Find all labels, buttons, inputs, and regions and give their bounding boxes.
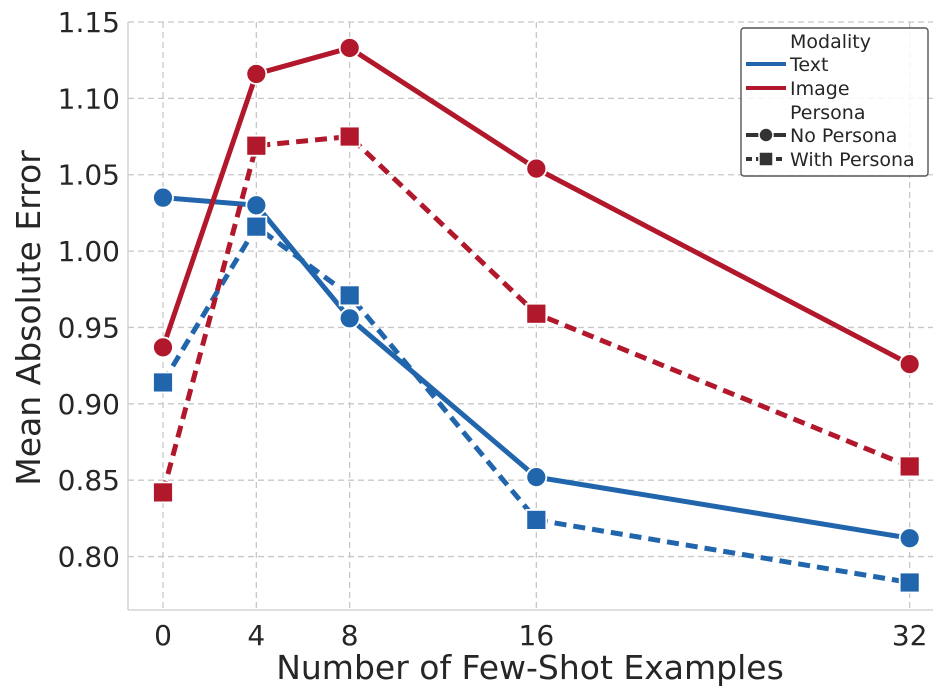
data-point-circle xyxy=(338,307,361,330)
legend-no-persona-marker xyxy=(758,127,774,143)
legend-title-persona: Persona xyxy=(790,102,866,124)
data-point-square xyxy=(338,125,361,148)
y-tick-label: 0.90 xyxy=(58,388,120,421)
legend-label-no-persona: No Persona xyxy=(790,125,897,147)
data-point-circle xyxy=(525,466,548,489)
data-point-square xyxy=(898,571,921,594)
tick-labels: 0.80 0.85 0.90 0.95 1.00 1.05 1.10 1.15 0 4 8 16 32 xyxy=(58,6,928,652)
data-point-circle xyxy=(525,157,548,180)
x-tick-label: 4 xyxy=(247,619,265,652)
data-point-circle xyxy=(898,527,921,550)
data-point-circle xyxy=(898,353,921,376)
y-tick-label: 1.05 xyxy=(58,159,120,192)
legend-label-with-persona: With Persona xyxy=(790,149,915,171)
data-point-square xyxy=(245,134,268,157)
axes xyxy=(127,22,933,611)
x-tick-label: 32 xyxy=(892,619,928,652)
legend-label-image: Image xyxy=(790,78,850,100)
data-point-square xyxy=(152,481,174,504)
y-tick-label: 1.10 xyxy=(58,82,120,115)
data-point-circle xyxy=(338,37,361,59)
x-axis-title: Number of Few-Shot Examples xyxy=(276,648,784,687)
y-tick-label: 0.95 xyxy=(58,311,120,344)
y-tick-label: 0.80 xyxy=(58,541,120,574)
legend-box xyxy=(740,27,929,177)
x-tick-label: 16 xyxy=(519,619,555,652)
data-point-square xyxy=(152,371,174,394)
x-tick-label: 8 xyxy=(341,619,359,652)
y-tick-label: 1.00 xyxy=(58,235,120,268)
x-tick-label: 0 xyxy=(154,619,172,652)
y-tick-label: 1.15 xyxy=(58,6,120,39)
series-line-1 xyxy=(160,224,911,585)
data-point-square xyxy=(245,215,268,238)
data-point-circle xyxy=(152,186,174,209)
legend-title-modality: Modality xyxy=(790,31,871,53)
data-point-square xyxy=(338,284,361,307)
data-point-circle xyxy=(245,63,268,85)
data-point-circle xyxy=(245,194,268,217)
legend: Modality Text Image Persona No Persona W… xyxy=(740,27,929,177)
series-line-3 xyxy=(160,134,911,494)
data-point-square xyxy=(525,302,548,325)
y-axis-title: Mean Absolute Error xyxy=(9,150,48,486)
legend-label-text: Text xyxy=(789,54,828,76)
data-point-square xyxy=(898,455,921,478)
data-point-square xyxy=(525,508,548,531)
data-point-circle xyxy=(152,336,174,359)
legend-with-persona-marker xyxy=(758,151,774,167)
series-layer xyxy=(152,37,921,594)
y-tick-label: 0.85 xyxy=(58,464,120,497)
